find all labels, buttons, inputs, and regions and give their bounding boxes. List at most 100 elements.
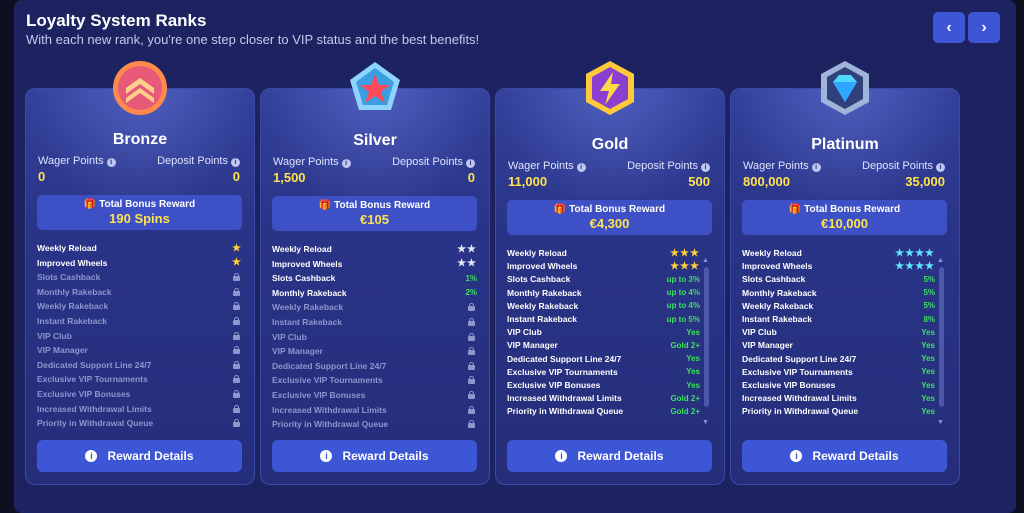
feature-name: Instant Rakeback [37, 316, 107, 326]
feature-name: Improved Wheels [37, 257, 108, 268]
lock-icon [468, 347, 475, 356]
info-icon[interactable]: i [106, 158, 116, 167]
reward-details-button[interactable]: i Reward Details [507, 440, 712, 472]
reward-details-button[interactable]: i Reward Details [742, 440, 947, 472]
feature-name: Weekly Rakeback [272, 302, 344, 313]
star-rating-icon: ★★ [457, 243, 477, 255]
feature-name: Weekly Reload [507, 248, 567, 258]
reward-details-label: Reward Details [812, 449, 899, 463]
feature-value: up to 4% [666, 288, 700, 298]
feature-value: Gold 2+ [670, 393, 700, 403]
total-bonus-reward-box: 🎁 Total Bonus Reward €105 [272, 196, 477, 231]
scroll-up-icon[interactable]: ▲ [937, 257, 944, 264]
chevron-left-icon: ‹ [946, 18, 952, 36]
feature-value: Gold 2+ [670, 340, 700, 350]
deposit-points-label: Deposit Points i [392, 156, 475, 168]
feature-name: Exclusive VIP Bonuses [272, 390, 366, 400]
feature-name: Slots Cashback [37, 272, 101, 283]
feature-name: VIP Manager [272, 346, 323, 357]
feature-name: Slots Cashback [742, 274, 806, 285]
feature-row: Priority in Withdrawal Queue [37, 416, 242, 430]
info-icon[interactable]: i [466, 159, 475, 168]
feature-name: Instant Rakeback [272, 317, 342, 327]
reward-details-button[interactable]: i Reward Details [37, 440, 242, 472]
feature-name: Dedicated Support Line 24/7 [37, 359, 152, 370]
feature-row: Exclusive VIP Tournaments [37, 372, 242, 386]
feature-name: Priority in Withdrawal Queue [37, 418, 154, 429]
feature-row: Weekly Rakeback [37, 299, 242, 313]
info-icon[interactable]: i [936, 163, 945, 172]
deposit-points-value: 0 [232, 169, 240, 184]
scroll-down-icon[interactable]: ▼ [937, 419, 944, 426]
page-subtitle: With each new rank, you're one step clos… [26, 32, 480, 47]
reward-details-button[interactable]: i Reward Details [272, 440, 477, 472]
page-title: Loyalty System Ranks [26, 11, 207, 30]
lock-icon [233, 331, 240, 340]
feature-value: up to 3% [666, 274, 700, 284]
feature-name: Improved Wheels [507, 261, 578, 272]
feature-name: Exclusive VIP Bonuses [37, 389, 131, 399]
info-icon[interactable]: i [576, 163, 586, 172]
next-button[interactable]: › [968, 12, 1000, 43]
scroll-up-icon[interactable]: ▲ [702, 257, 709, 264]
lock-icon [233, 346, 240, 355]
star-rating-icon: ★ [232, 257, 242, 269]
wager-points-label: Wager Points i [38, 155, 116, 167]
feature-value: 8% [923, 314, 935, 324]
bonus-label: Total Bonus Reward [334, 200, 431, 211]
scrollbar[interactable] [939, 267, 944, 407]
scrollbar[interactable] [704, 267, 709, 407]
deposit-points-value: 500 [688, 174, 710, 189]
feature-name: Dedicated Support Line 24/7 [507, 353, 622, 364]
reward-details-label: Reward Details [107, 449, 194, 463]
bonus-value: €10,000 [821, 216, 868, 231]
bonus-label: Total Bonus Reward [99, 199, 196, 210]
feature-row: Exclusive VIP Tournaments Yes [742, 365, 947, 379]
lock-icon [233, 273, 240, 282]
lock-icon [233, 404, 240, 413]
feature-value: Yes [921, 340, 935, 350]
feature-name: Weekly Reload [37, 243, 97, 253]
feature-name: Exclusive VIP Tournaments [272, 375, 383, 386]
feature-row: Improved Wheels ★ [37, 256, 242, 270]
feature-name: Dedicated Support Line 24/7 [742, 353, 857, 364]
wager-points-value: 11,000 [508, 174, 548, 189]
feature-row: Weekly Reload ★ [37, 241, 242, 255]
bronze-chevron-badge-icon [110, 58, 170, 118]
wager-points-value: 0 [38, 169, 46, 184]
feature-value: 2% [465, 288, 477, 298]
feature-name: VIP Manager [742, 340, 793, 351]
feature-row: VIP Manager [272, 344, 477, 358]
feature-name: Improved Wheels [272, 258, 343, 269]
info-icon[interactable]: i [341, 159, 351, 168]
info-icon[interactable]: i [811, 163, 821, 172]
feature-name: Increased Withdrawal Limits [272, 404, 387, 415]
deposit-points-label: Deposit Points i [627, 160, 710, 172]
scroll-down-icon[interactable]: ▼ [702, 419, 709, 426]
rank-card-bronze: Bronze Wager Points i Deposit Points i 0 0 🎁 T… [25, 88, 255, 485]
gift-icon: 🎁 [553, 204, 570, 215]
platinum-diamond-badge-icon [815, 58, 875, 118]
feature-name: Dedicated Support Line 24/7 [272, 360, 387, 371]
total-bonus-reward-box: 🎁 Total Bonus Reward €10,000 [742, 200, 947, 235]
feature-row: Slots Cashback [37, 270, 242, 284]
feature-value: Yes [921, 393, 935, 403]
feature-row: Slots Cashback 1% [272, 271, 477, 285]
bonus-value: €105 [360, 212, 389, 227]
lock-icon [233, 375, 240, 384]
feature-name: VIP Club [272, 331, 307, 342]
info-icon[interactable]: i [701, 163, 710, 172]
feature-row: VIP Manager Yes [742, 338, 947, 352]
feature-name: Monthly Rakeback [507, 287, 582, 298]
feature-row: Priority in Withdrawal Queue [272, 417, 477, 431]
prev-button[interactable]: ‹ [933, 12, 965, 43]
feature-name: VIP Manager [507, 340, 558, 351]
star-rating-icon: ★★ [457, 258, 477, 270]
feature-row: Exclusive VIP Bonuses [272, 388, 477, 402]
wager-points-value: 1,500 [273, 170, 306, 185]
info-icon[interactable]: i [231, 158, 240, 167]
feature-row: Monthly Rakeback [37, 285, 242, 299]
star-rating-icon: ★★★★ [895, 260, 935, 272]
feature-value: Yes [686, 367, 700, 377]
gold-lightning-badge-icon [580, 58, 640, 118]
